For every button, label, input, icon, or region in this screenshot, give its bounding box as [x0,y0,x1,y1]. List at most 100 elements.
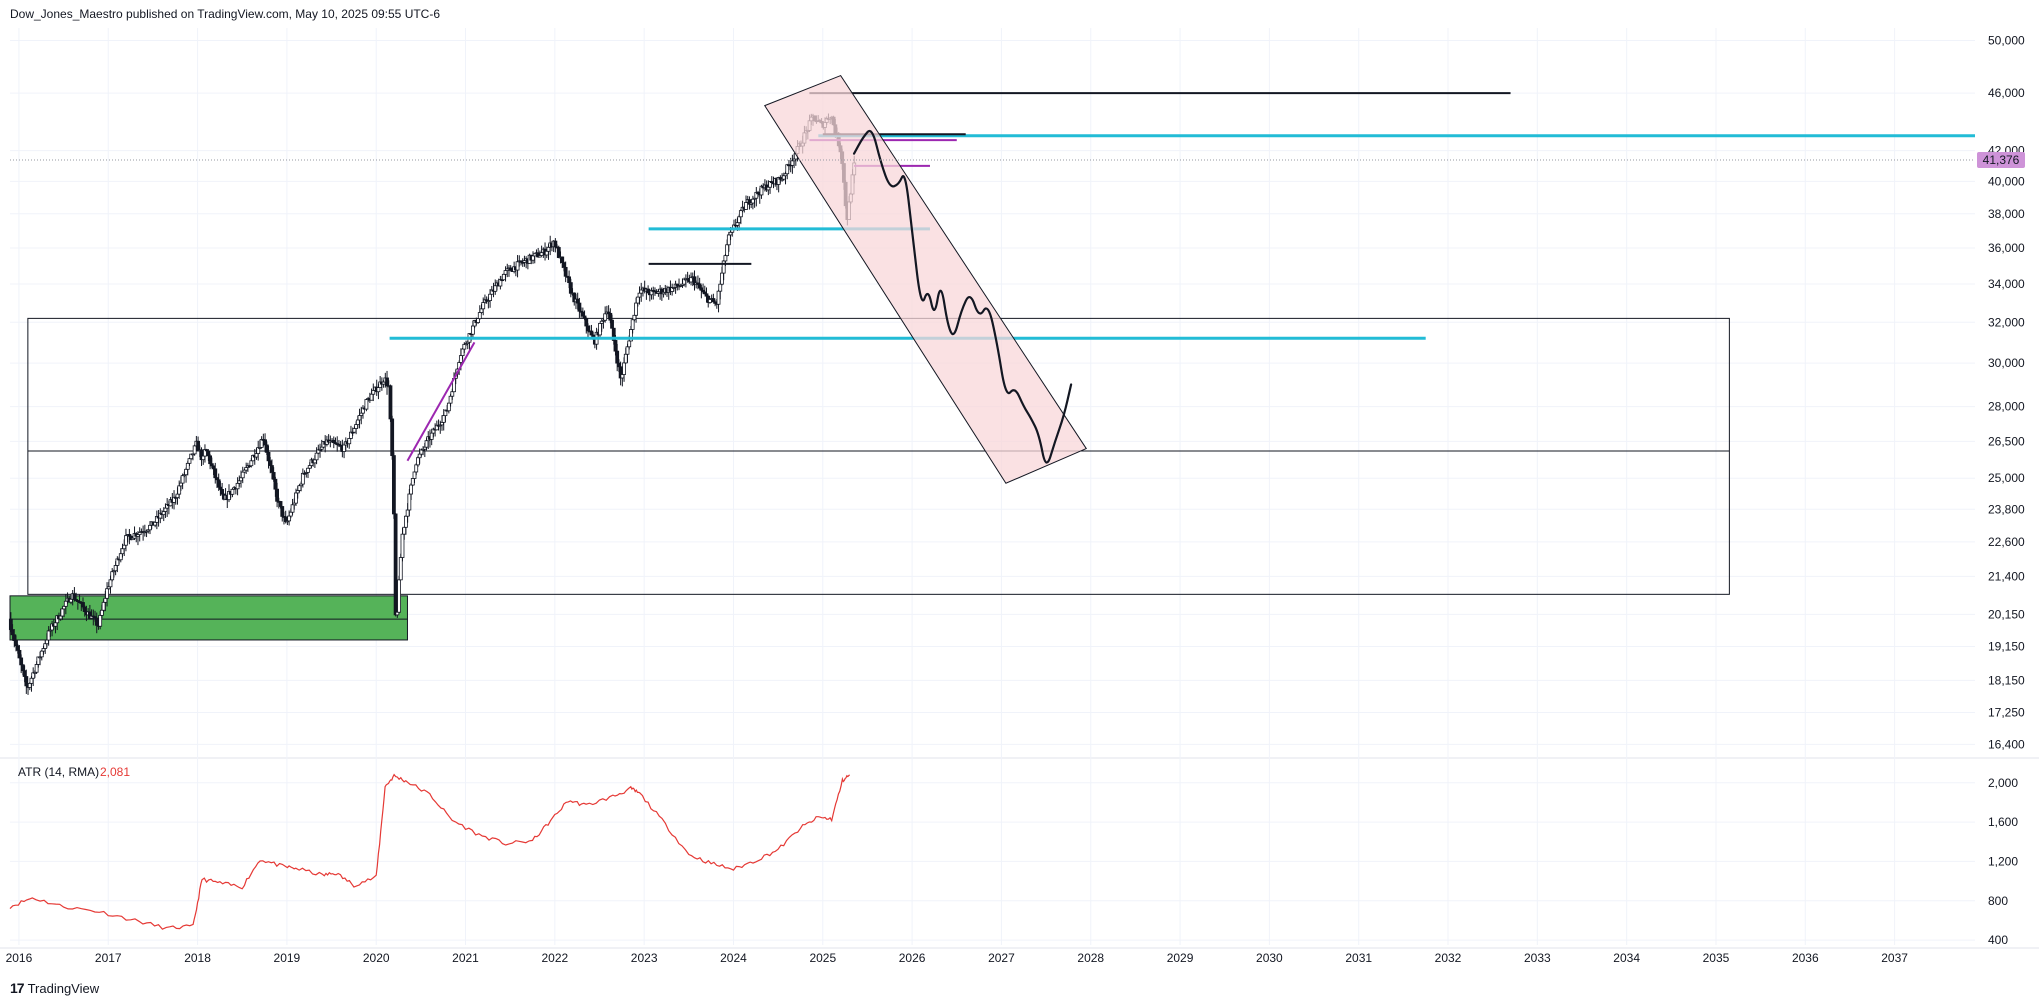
price-tick-label: 36,000 [1988,241,2025,255]
candle-body [235,482,240,490]
atr-pane [9,773,851,930]
candle-body [275,488,279,502]
candle-body [726,234,731,246]
candle-body [488,293,492,301]
candle-body [441,415,446,423]
candle-body [211,465,216,470]
price-tick-label: 18,150 [1988,673,2025,687]
candle-body [388,385,393,420]
candle-body [721,260,726,274]
candle-body [180,475,185,484]
candle-body [448,395,453,404]
candle-body [161,511,166,516]
projection-channel [763,74,1088,484]
candle-body [414,464,419,473]
candle-body [352,428,357,433]
candle-body [213,468,218,479]
candle-body [355,419,360,425]
candle-body [249,460,254,467]
candle-body [270,465,274,473]
candle-body [627,340,632,348]
candle-body [630,319,635,330]
last-price-label: 41,376 [1983,153,2020,167]
drawing-zones [9,317,1730,641]
candle-body [185,462,190,470]
candle-body [12,634,17,641]
price-tick-label: 17,250 [1988,706,2025,720]
purple-trendline [406,341,476,462]
candle-body [397,579,401,613]
last-price-tag [1977,152,2025,169]
price-tick-label: 16,400 [1988,737,2025,751]
candle-body [586,325,590,332]
candle-body [720,272,724,285]
candle-body [357,415,362,421]
candle-body [610,319,614,329]
candle-body [179,482,183,487]
candle-body [27,682,32,688]
tradingview-logo[interactable]: 17 TradingView [10,980,99,996]
demand-zone [9,595,408,641]
candle-body [278,501,283,507]
atr-indicator-label[interactable]: ATR (14, RMA) [18,765,99,779]
time-tick-label: 2026 [899,951,926,965]
candle-body [196,440,200,451]
price-tick-label: 34,000 [1988,277,2025,291]
candle-body [177,485,182,495]
candle-body [515,261,520,271]
candle-body [268,460,273,466]
candle-body [385,377,389,387]
candle-body [43,643,48,649]
candle-body [556,247,561,258]
candle-body [584,317,589,327]
candle-body [369,393,374,401]
candle-body [417,453,422,459]
candle-body [404,515,408,528]
candle-body [103,597,108,603]
candle-body [371,389,376,395]
candle-body [575,298,580,304]
time-tick-label: 2023 [631,951,658,965]
candle-body [31,672,36,679]
candle-body [531,255,535,261]
horizontal-levels [389,92,1975,462]
candle-body [503,270,508,275]
candle-body [220,489,225,495]
candle-body [563,266,568,277]
candle-body [560,256,565,264]
candle-body [608,312,613,321]
candle-body [184,468,188,476]
candle-body [239,477,243,482]
candle-body [577,302,582,312]
candle-body [697,283,702,289]
candle-body [725,244,730,257]
candle-body [254,453,259,458]
candle-body [544,250,549,256]
candle-body [29,677,34,684]
candle-body [364,399,369,410]
candle-body [790,160,795,166]
candle-body [81,602,85,608]
candle-body [314,452,319,461]
candle-body [105,588,109,599]
time-tick-label: 2029 [1167,951,1194,965]
candle-body [458,355,463,363]
projected-price-path [852,129,1073,464]
candle-body [14,640,18,647]
candle-body [635,296,640,304]
candle-body [264,444,269,453]
candle-body [98,614,103,627]
range-box [27,317,1730,595]
candle-body [613,340,618,352]
time-tick-label: 2028 [1077,951,1104,965]
candle-body [723,255,728,262]
candle-body [407,493,412,511]
candle-body [53,622,58,627]
time-tick-label: 2027 [988,951,1015,965]
candle-body [481,302,486,310]
time-tick-label: 2020 [363,951,390,965]
time-tick-label: 2016 [6,951,33,965]
candle-body [744,202,748,210]
candle-body [342,444,346,452]
